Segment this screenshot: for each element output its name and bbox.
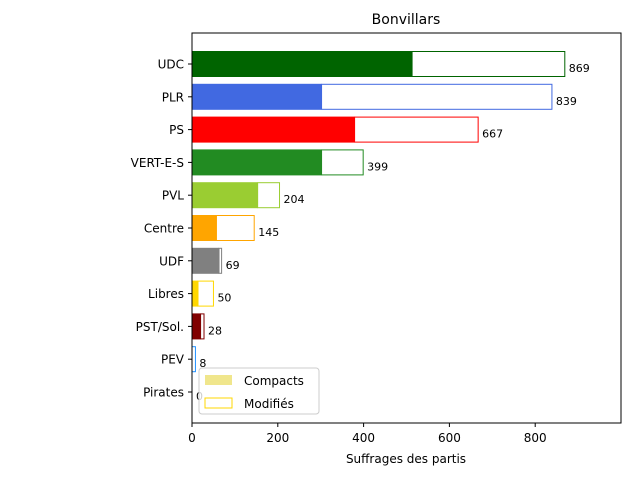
bar-modifies-libres: [197, 280, 214, 307]
bar-compacts-udc: [192, 51, 413, 77]
y-tick-label-pirates: Pirates: [143, 386, 184, 400]
bar-compacts-pvl: [192, 182, 258, 209]
y-tick-label-pev: PEV: [161, 353, 185, 367]
data-label-libres: 50: [217, 292, 231, 305]
chart-title: Bonvillars: [372, 12, 441, 28]
legend-label-modifies: Modifiés: [244, 397, 294, 411]
data-label-udf: 69: [226, 259, 240, 272]
bar-modifies-udf: [218, 247, 223, 274]
data-label-plr: 839: [556, 95, 577, 108]
y-tick-label-centre: Centre: [144, 222, 184, 236]
bar-modifies-ps: [354, 116, 479, 143]
y-tick-label-vert-e-s: VERT-E-S: [131, 156, 184, 170]
legend: Compacts Modifiés: [198, 367, 320, 415]
y-tick-label-pst-sol: PST/Sol.: [136, 320, 184, 334]
data-label-pst-sol: 28: [208, 324, 222, 337]
data-label-pvl: 204: [284, 193, 305, 206]
bar-compacts-ps: [192, 116, 355, 143]
bar-compacts-centre: [192, 215, 217, 241]
bar-modifies-pst-sol: [200, 313, 205, 340]
bar-modifies-vert-e-s: [321, 149, 364, 176]
data-labels-layer: 86983966739920414569502880: [196, 62, 590, 403]
legend-swatch-compacts: [205, 375, 232, 385]
x-axis: 0 200 400 600 800: [188, 423, 547, 445]
y-tick-label-pvl: PVL: [162, 189, 184, 203]
legend-label-compacts: Compacts: [244, 374, 304, 388]
data-label-udc: 869: [569, 62, 590, 75]
bar-modifies-pvl: [257, 182, 281, 209]
x-axis-label: Suffrages des partis: [346, 452, 466, 466]
x-tick-label-200: 200: [266, 431, 289, 445]
x-tick-label-0: 0: [188, 431, 196, 445]
bar-modifies-centre: [215, 215, 255, 241]
bar-compacts-vert-e-s: [192, 149, 322, 176]
bar-compacts-pst-sol: [192, 313, 201, 340]
data-label-centre: 145: [258, 226, 279, 239]
legend-swatch-modifies: [204, 397, 233, 409]
bar-compacts-plr: [192, 83, 322, 110]
x-tick-label-600: 600: [438, 431, 461, 445]
data-label-pev: 8: [199, 357, 206, 370]
data-label-ps: 667: [482, 128, 503, 141]
bar-modifies-udc: [411, 51, 566, 77]
y-tick-label-udf: UDF: [159, 254, 184, 268]
y-axis: UDC PLR PS VERT-E-S PVL Centre UDF Libres PST/So…: [131, 58, 192, 400]
x-tick-label-400: 400: [352, 431, 375, 445]
bar-compacts-udf: [192, 247, 220, 274]
y-tick-label-plr: PLR: [162, 90, 184, 104]
plot-frame: [191, 32, 622, 424]
y-tick-label-udc: UDC: [158, 58, 184, 72]
data-label-vert-e-s: 399: [367, 160, 388, 173]
bar-modifies-plr: [321, 83, 553, 110]
y-tick-label-ps: PS: [169, 123, 184, 137]
bars-layer: [191, 51, 566, 373]
y-tick-label-libres: Libres: [148, 287, 184, 301]
bar-compacts-libres: [192, 280, 199, 307]
x-tick-label-800: 800: [524, 431, 547, 445]
bar-modifies-pev: [191, 346, 196, 373]
